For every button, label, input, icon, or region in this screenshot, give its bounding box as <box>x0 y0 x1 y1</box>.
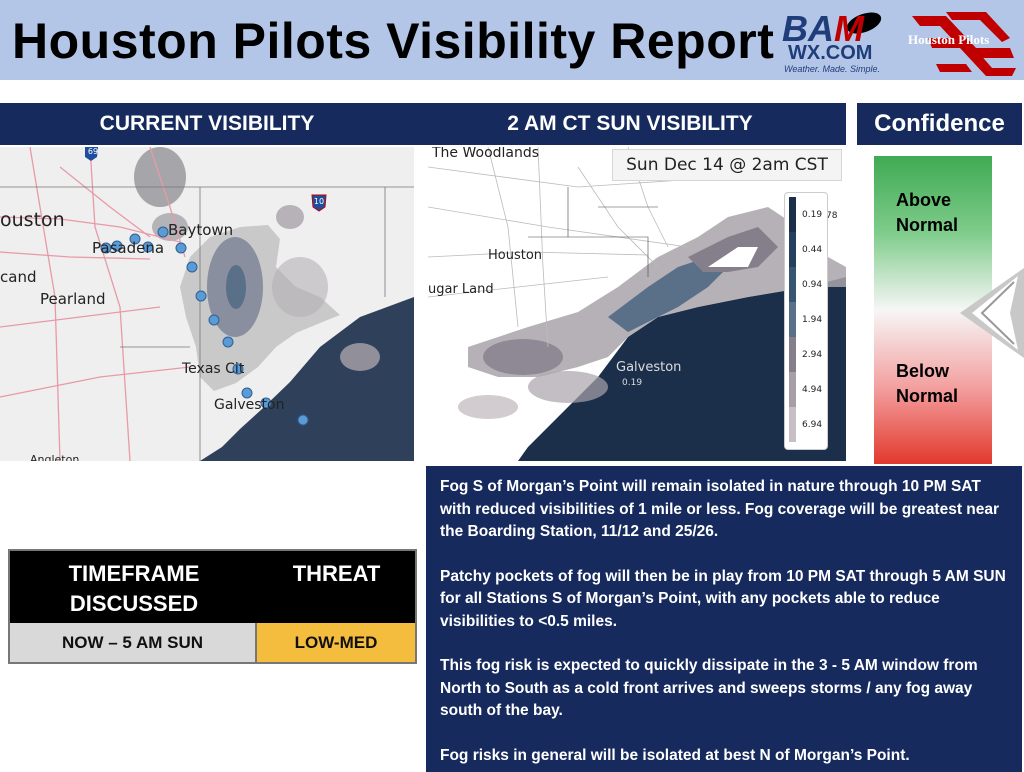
map-label-baytown: Baytown <box>168 221 234 239</box>
forecast-discussion: Fog S of Morgan’s Point will remain isol… <box>426 466 1022 772</box>
legend-value: 4.94 <box>802 384 823 395</box>
legend-swatch <box>789 372 796 407</box>
legend-swatch <box>789 302 796 337</box>
threat-table-header: TIMEFRAME DISCUSSED THREAT <box>10 551 415 623</box>
legend-row: 0.94 <box>789 267 823 302</box>
highway-10-shield <box>311 194 327 212</box>
current-map-graphic <box>0 147 414 461</box>
bam-wx-logo: BAM WX.COM Weather. Made. Simple. <box>782 8 902 76</box>
legend-swatch <box>789 337 796 372</box>
legend-swatch <box>789 232 796 267</box>
legend-value: 2.94 <box>802 349 823 360</box>
confidence-header: Confidence <box>857 103 1022 145</box>
legend-value: 0.94 <box>802 279 823 290</box>
forecast-visibility-header: 2 AM CT SUN VISIBILITY <box>414 103 846 145</box>
bam-logo-word: BAM <box>782 8 864 49</box>
current-visibility-map: ouston Pasadena Baytown cand Pearland Te… <box>0 147 414 461</box>
timeframe-header-line1: TIMEFRAME <box>68 561 200 586</box>
threat-column-header: THREAT <box>292 561 381 586</box>
map-label-pasadena: Pasadena <box>92 239 165 257</box>
houston-pilots-logo-text: Houston Pilots <box>908 32 990 47</box>
map-value-019: 0.19 <box>622 378 643 388</box>
threat-level-cell: LOW-MED <box>257 623 415 662</box>
legend-value: 6.94 <box>802 419 823 430</box>
bam-logo-site: WX.COM <box>788 42 873 64</box>
legend-row: 4.94 <box>789 372 823 407</box>
page-title: Houston Pilots Visibility Report <box>12 13 775 69</box>
timeframe-column-header: TIMEFRAME DISCUSSED <box>10 559 258 619</box>
map-label-angleton: Angleton <box>30 453 80 461</box>
threat-table: TIMEFRAME DISCUSSED THREAT NOW – 5 AM SU… <box>8 549 417 664</box>
legend-row: 6.94 <box>789 407 823 442</box>
discussion-paragraph: This fog risk is expected to quickly dis… <box>440 657 978 719</box>
forecast-map-graphic <box>428 147 846 461</box>
header-bar: Houston Pilots Visibility Report BAM WX.… <box>0 0 1024 80</box>
legend-value: 0.44 <box>802 244 823 255</box>
forecast-timestamp-box: Sun Dec 14 @ 2am CST <box>612 149 842 181</box>
confidence-above-line1: Above <box>896 190 952 210</box>
houston-pilots-logo: Houston Pilots <box>906 8 1018 78</box>
timeframe-header-line2: DISCUSSED <box>69 591 199 616</box>
legend-row: 0.44 <box>789 232 823 267</box>
map-value-78: 78 <box>826 211 838 221</box>
map-label-texas-city: Texas Cit <box>182 361 245 377</box>
map-label-galveston: Galveston <box>214 397 285 413</box>
timeframe-cell: NOW – 5 AM SUN <box>10 623 257 662</box>
legend-value: 0.19 <box>802 209 823 220</box>
discussion-paragraph: Fog S of Morgan’s Point will remain isol… <box>440 478 1000 540</box>
map-label-sugar-land: ugar Land <box>428 282 494 297</box>
map-label-the-woodlands: The Woodlands <box>432 147 540 161</box>
legend-row: 1.94 <box>789 302 823 337</box>
discussion-paragraph: Fog risks in general will be isolated at… <box>440 746 910 764</box>
map-label-pearland: Pearland <box>40 290 106 308</box>
legend-swatch <box>789 407 796 442</box>
legend-swatch <box>789 267 796 302</box>
legend-value: 1.94 <box>802 314 823 325</box>
map-label-houston-forecast: Houston <box>488 248 543 263</box>
current-visibility-header: CURRENT VISIBILITY <box>0 103 414 145</box>
legend-swatch <box>789 197 796 232</box>
map-label-cand: cand <box>0 268 37 286</box>
highway-69-label: 69 <box>87 147 99 156</box>
confidence-below-label: Below Normal <box>896 359 958 409</box>
legend-row: 2.94 <box>789 337 823 372</box>
visibility-legend: 0.19 0.44 0.94 1.94 2.94 4.94 6.94 <box>784 192 828 450</box>
houston-pilots-mark <box>912 12 1016 76</box>
highway-10-label: 10 <box>313 197 325 206</box>
map-label-galveston-forecast: Galveston <box>616 360 682 375</box>
confidence-above-line2: Normal <box>896 215 959 235</box>
confidence-below-line2: Normal <box>896 386 959 406</box>
bam-logo-tagline: Weather. Made. Simple. <box>784 64 881 74</box>
discussion-paragraph: Patchy pockets of fog will then be in pl… <box>440 567 1006 630</box>
forecast-visibility-map: The Woodlands Houston ugar Land Galvesto… <box>428 147 846 461</box>
legend-row: 0.19 <box>789 197 823 232</box>
highway-69-shield <box>85 147 98 161</box>
confidence-pointer-arrow-icon <box>960 268 1024 358</box>
confidence-above-label: Above Normal <box>896 188 958 238</box>
confidence-below-line1: Below <box>896 361 950 381</box>
map-label-houston: ouston <box>0 209 65 231</box>
